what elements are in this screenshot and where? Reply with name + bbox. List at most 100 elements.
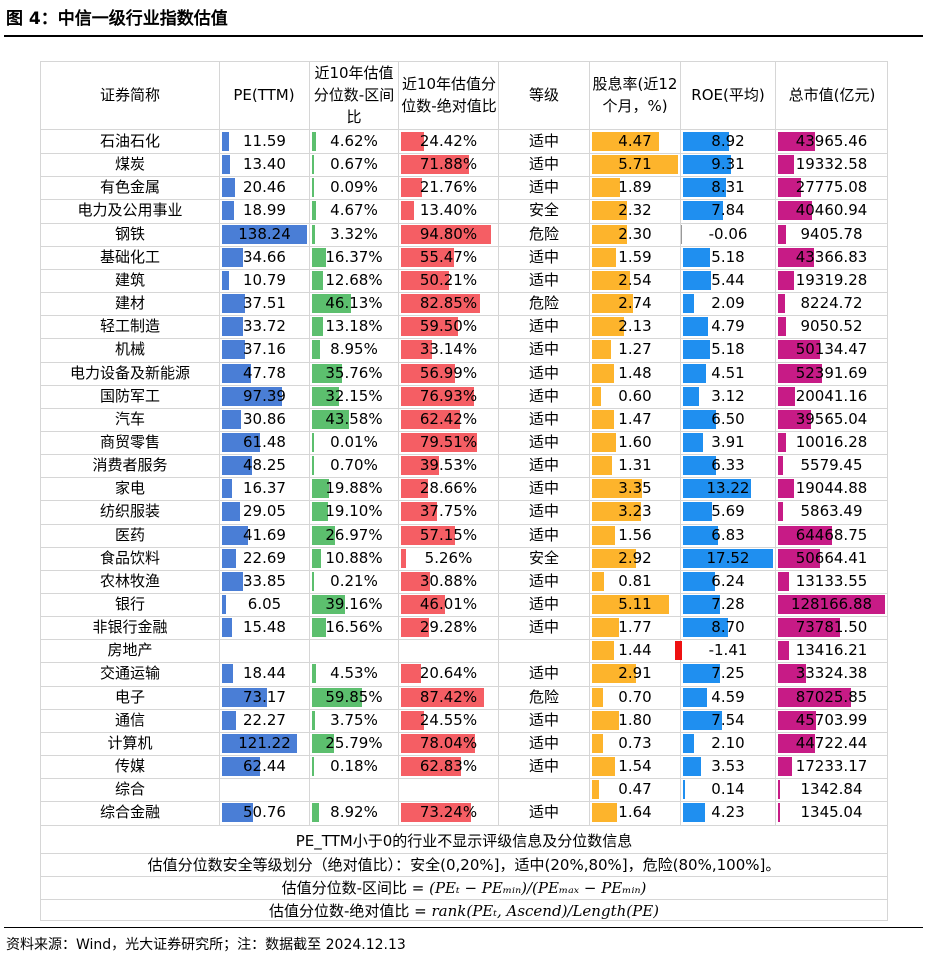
mcap-bar — [778, 271, 795, 290]
div-cell: 1.54 — [618, 757, 652, 775]
pe-bar — [222, 387, 282, 406]
mcap-cell: 13133.55 — [795, 572, 868, 590]
pe-bar — [222, 688, 267, 707]
abs-cell: 33.14% — [419, 340, 478, 358]
div-bar — [592, 526, 616, 545]
range-cell: 10.88% — [325, 549, 383, 567]
div-cell: 1.64 — [618, 803, 652, 821]
div-bar — [592, 317, 625, 336]
pe-bar — [222, 248, 244, 267]
range-cell: 59.85% — [325, 688, 383, 706]
row-divider — [40, 755, 888, 756]
mcap-bar — [778, 132, 815, 151]
level-cell: 适中 — [528, 433, 559, 451]
div-cell: 0.47 — [618, 780, 652, 798]
formula-abs-expr: rank(PEₜ, Ascend)/Length(PE) — [431, 902, 660, 920]
range-cell — [310, 639, 398, 662]
mcap-bar — [778, 410, 812, 429]
pe-cell: 97.39 — [243, 387, 286, 405]
abs-bar — [401, 595, 445, 614]
pe-bar — [222, 364, 252, 383]
range-cell: 46.13% — [325, 294, 383, 312]
range-cell: 32.15% — [325, 387, 383, 405]
top-rule — [4, 35, 923, 37]
roe-bar — [683, 502, 713, 521]
range-bar — [312, 433, 314, 452]
range-cell: 4.67% — [330, 201, 378, 219]
row-divider — [40, 199, 888, 200]
note-negative-pe: PE_TTM小于0的行业不显示评级信息及分位数信息 — [295, 832, 633, 850]
div-cell: 0.60 — [618, 387, 652, 405]
roe-bar — [683, 780, 685, 799]
mcap-bar — [778, 364, 822, 383]
level-cell: 适中 — [528, 595, 559, 613]
mcap-bar — [778, 201, 812, 220]
formula-range-label: 估值分位数-区间比 = — [281, 879, 425, 897]
range-bar — [312, 364, 343, 383]
level-cell: 适中 — [528, 757, 559, 775]
div-cell: 5.11 — [618, 595, 652, 613]
div-bar — [592, 410, 615, 429]
level-cell: 危险 — [528, 294, 559, 312]
row-divider — [40, 547, 888, 548]
div-cell: 4.47 — [618, 132, 652, 150]
level-cell: 适中 — [528, 387, 559, 405]
abs-cell: 13.40% — [419, 201, 478, 219]
industry-name: 食品饮料 — [99, 549, 160, 567]
level-cell: 适中 — [528, 317, 559, 335]
mcap-cell: 9050.52 — [800, 317, 863, 335]
row-divider — [40, 246, 888, 247]
roe-bar — [683, 294, 694, 313]
row-divider — [40, 500, 888, 501]
range-bar — [312, 711, 316, 730]
range-bar — [312, 155, 314, 174]
abs-bar — [401, 271, 449, 290]
range-bar — [312, 456, 314, 475]
abs-bar — [401, 572, 431, 591]
row-divider — [40, 825, 888, 826]
roe-bar — [683, 132, 729, 151]
abs-cell: 59.50% — [419, 317, 478, 335]
div-cell: 2.92 — [618, 549, 652, 567]
abs-bar — [401, 201, 414, 220]
abs-cell: 76.93% — [419, 387, 478, 405]
roe-cell: 6.33 — [711, 456, 745, 474]
mcap-cell: 33324.38 — [795, 664, 868, 682]
level-cell: 适中 — [528, 711, 559, 729]
range-bar — [312, 387, 339, 406]
abs-bar — [401, 410, 461, 429]
pe-bar — [222, 526, 248, 545]
industry-name: 医药 — [114, 526, 145, 544]
mcap-cell: 27775.08 — [795, 178, 868, 196]
note-level-rule: 估值分位数安全等级划分（绝对值比）：安全(0,20%]，适中(20%,80%]，… — [147, 856, 781, 874]
pe-bar — [222, 618, 232, 637]
pe-bar — [222, 664, 234, 683]
abs-cell — [399, 778, 498, 801]
div-bar — [592, 641, 614, 660]
div-bar — [592, 364, 615, 383]
roe-bar — [683, 456, 716, 475]
mcap-bar — [778, 502, 783, 521]
roe-cell: 8.31 — [711, 178, 745, 196]
row-divider — [40, 385, 888, 386]
mcap-cell: 1342.84 — [800, 780, 863, 798]
mcap-cell: 44722.44 — [795, 734, 868, 752]
abs-bar — [401, 387, 475, 406]
roe-cell: 7.25 — [711, 664, 745, 682]
pe-cell: 121.22 — [238, 734, 291, 752]
roe-bar — [683, 595, 721, 614]
div-cell: 1.59 — [618, 248, 652, 266]
industry-name: 综合金融 — [99, 803, 160, 821]
pe-bar — [222, 757, 261, 776]
industry-name: 传媒 — [114, 757, 145, 775]
roe-bar — [683, 526, 719, 545]
pe-bar — [222, 178, 235, 197]
pe-bar — [222, 595, 226, 614]
level-cell: 安全 — [528, 201, 559, 219]
roe-bar — [683, 364, 707, 383]
row-divider — [40, 223, 888, 224]
industry-name: 建材 — [114, 294, 145, 312]
note-divider — [40, 853, 888, 854]
div-cell: 1.77 — [618, 618, 652, 636]
pe-cell: 22.27 — [243, 711, 286, 729]
